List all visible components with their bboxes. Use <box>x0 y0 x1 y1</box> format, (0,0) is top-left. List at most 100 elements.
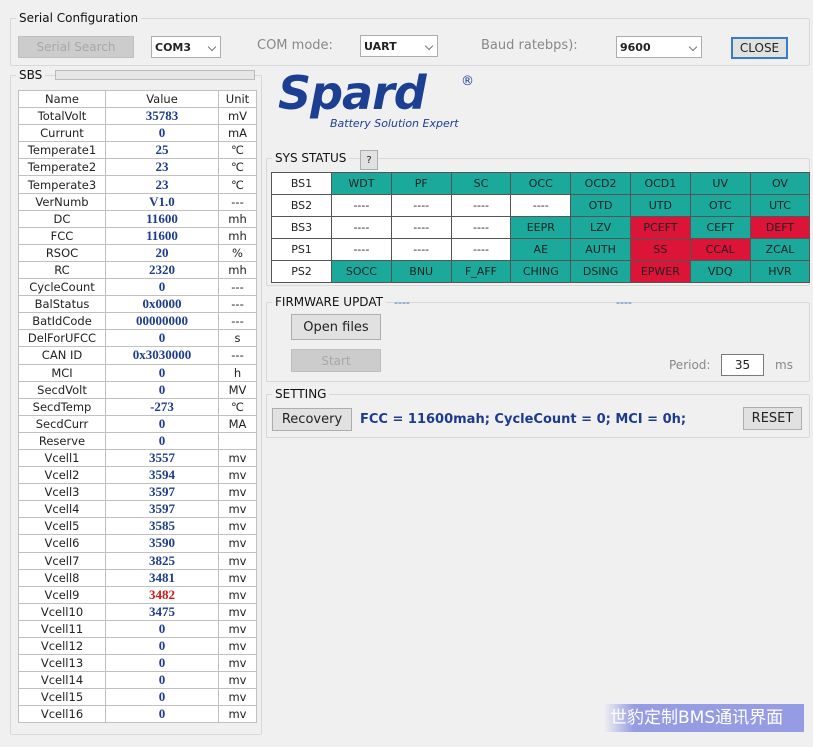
status-label: BS3 <box>271 216 332 239</box>
param-value: 0 <box>105 705 219 724</box>
param-name: BalStatus <box>18 295 106 314</box>
sbs-row: TotalVolt 35783 mV <box>18 107 257 126</box>
status-flag: ---- <box>510 194 572 217</box>
status-flag: ---- <box>450 238 512 261</box>
baud-select[interactable]: 9600 <box>616 36 702 58</box>
start-button[interactable]: Start <box>291 349 381 372</box>
param-name: Vcell8 <box>18 568 106 587</box>
status-flag: CCAL <box>689 238 751 261</box>
param-name: Temperate1 <box>18 141 106 160</box>
sbs-row: Vcell9 3482 mv <box>18 585 257 604</box>
sbs-row: CycleCount 0 --- <box>18 278 257 297</box>
param-name: Vcell3 <box>18 483 106 502</box>
status-label: PS2 <box>271 260 332 283</box>
param-value: 0 <box>105 124 219 143</box>
param-unit: h <box>218 363 257 382</box>
param-name: CycleCount <box>18 278 106 297</box>
param-unit: mv <box>218 568 257 587</box>
param-value: 0 <box>105 654 219 673</box>
param-name: DelForUFCC <box>18 329 106 348</box>
sbs-row: RC 2320 mh <box>18 260 257 280</box>
status-flag: BNU <box>390 260 452 283</box>
sbs-row: Currunt 0 mA <box>18 124 257 143</box>
param-unit: mv <box>218 705 257 724</box>
param-value: 0 <box>105 688 219 707</box>
param-value: 11600 <box>105 209 219 228</box>
com-port-select[interactable]: COM3 <box>151 36 221 58</box>
sbs-row: Vcell13 0 mv <box>18 654 257 673</box>
param-unit: mv <box>218 517 257 536</box>
param-name: SecdVolt <box>18 380 106 399</box>
param-name: CAN ID <box>18 346 106 365</box>
status-label: BS1 <box>271 172 332 195</box>
firmware-title: FIRMWARE UPDAT <box>272 295 386 309</box>
serial-search-button[interactable]: Serial Search <box>18 36 134 58</box>
param-name: Vcell1 <box>18 448 106 468</box>
sbs-row: MCI 0 h <box>18 363 257 382</box>
com-mode-select[interactable]: UART <box>360 35 438 57</box>
param-unit: mh <box>218 260 257 280</box>
sbs-row: Temperate3 23 ℃ <box>18 175 257 194</box>
status-flag: OCC <box>510 172 572 195</box>
status-flag: ---- <box>331 216 392 239</box>
param-value: 11600 <box>105 226 219 245</box>
param-name: Vcell14 <box>18 671 106 690</box>
sbs-row: Reserve 0 <box>18 431 257 450</box>
sbs-table: Name Value Unit TotalVolt 35783 mV Currunt 0 mA T… <box>18 89 257 724</box>
status-row: PS1 ---- ---- ---- AE AUTH SS CCAL ZCAL <box>271 238 811 261</box>
param-unit: ℃ <box>218 141 257 160</box>
status-flag: VDQ <box>689 260 751 283</box>
param-value: 00000000 <box>105 312 219 331</box>
param-unit: mv <box>218 602 257 621</box>
header-cell: Unit <box>218 89 257 109</box>
status-flag: OCD1 <box>629 172 691 195</box>
sbs-row: SecdCurr 0 MA <box>18 414 257 433</box>
sys-status-title: SYS STATUS <box>272 151 350 165</box>
reset-button[interactable]: RESET <box>743 407 802 430</box>
logo-mark: ® <box>461 74 474 89</box>
param-name: RC <box>18 260 106 280</box>
status-flag: SC <box>450 172 512 195</box>
recovery-button[interactable]: Recovery <box>272 408 352 431</box>
help-button[interactable]: ? <box>360 150 378 170</box>
status-flag: OTC <box>689 194 751 217</box>
status-flag: OTD <box>570 194 631 217</box>
status-flag: EEPR <box>510 216 572 239</box>
sbs-row: Temperate1 25 ℃ <box>18 141 257 160</box>
status-flag: CEFT <box>689 216 751 239</box>
period-label: Period: <box>669 358 711 372</box>
param-value: 35783 <box>105 107 219 126</box>
param-value: 3475 <box>105 602 219 621</box>
status-row: BS1 WDT PF SC OCC OCD2 OCD1 UV OV <box>271 172 811 195</box>
progress-left: ---- <box>394 296 410 309</box>
param-value: 3482 <box>105 585 219 604</box>
param-unit: mh <box>218 226 257 245</box>
status-flag: WDT <box>331 172 392 195</box>
param-name: FCC <box>18 226 106 245</box>
status-flag: ---- <box>450 194 512 217</box>
status-flag: AE <box>510 238 572 261</box>
sbs-row: Vcell1 3557 mv <box>18 448 257 468</box>
param-value: 0 <box>105 363 219 382</box>
sys-status-table: BS1 WDT PF SC OCC OCD2 OCD1 UV OV BS2 ---- ---- ----… <box>271 172 811 283</box>
param-unit: --- <box>218 312 257 331</box>
period-input[interactable]: 35 <box>721 354 764 376</box>
status-flag: EPWER <box>629 260 691 283</box>
status-row: BS2 ---- ---- ---- ---- OTD UTD OTC UTC <box>271 194 811 217</box>
sbs-row: Vcell14 0 mv <box>18 671 257 690</box>
sbs-row: Vcell6 3590 mv <box>18 534 257 553</box>
param-unit: ℃ <box>218 175 257 194</box>
sbs-row: Vcell2 3594 mv <box>18 466 257 485</box>
sbs-row: Vcell4 3597 mv <box>18 500 257 519</box>
baud-label: Baud ratebps): <box>481 38 578 53</box>
status-flag: ---- <box>331 194 392 217</box>
logo: Spard ® Battery Solution Expert <box>278 66 478 132</box>
param-unit: mA <box>218 124 257 143</box>
status-flag: SS <box>629 238 691 261</box>
close-button[interactable]: CLOSE <box>731 37 788 59</box>
open-files-button[interactable]: Open files <box>291 314 381 340</box>
param-value: 3585 <box>105 517 219 536</box>
setting-info: FCC = 11600mah; CycleCount = 0; MCI = 0h… <box>360 412 687 427</box>
header-cell: Name <box>18 89 106 109</box>
